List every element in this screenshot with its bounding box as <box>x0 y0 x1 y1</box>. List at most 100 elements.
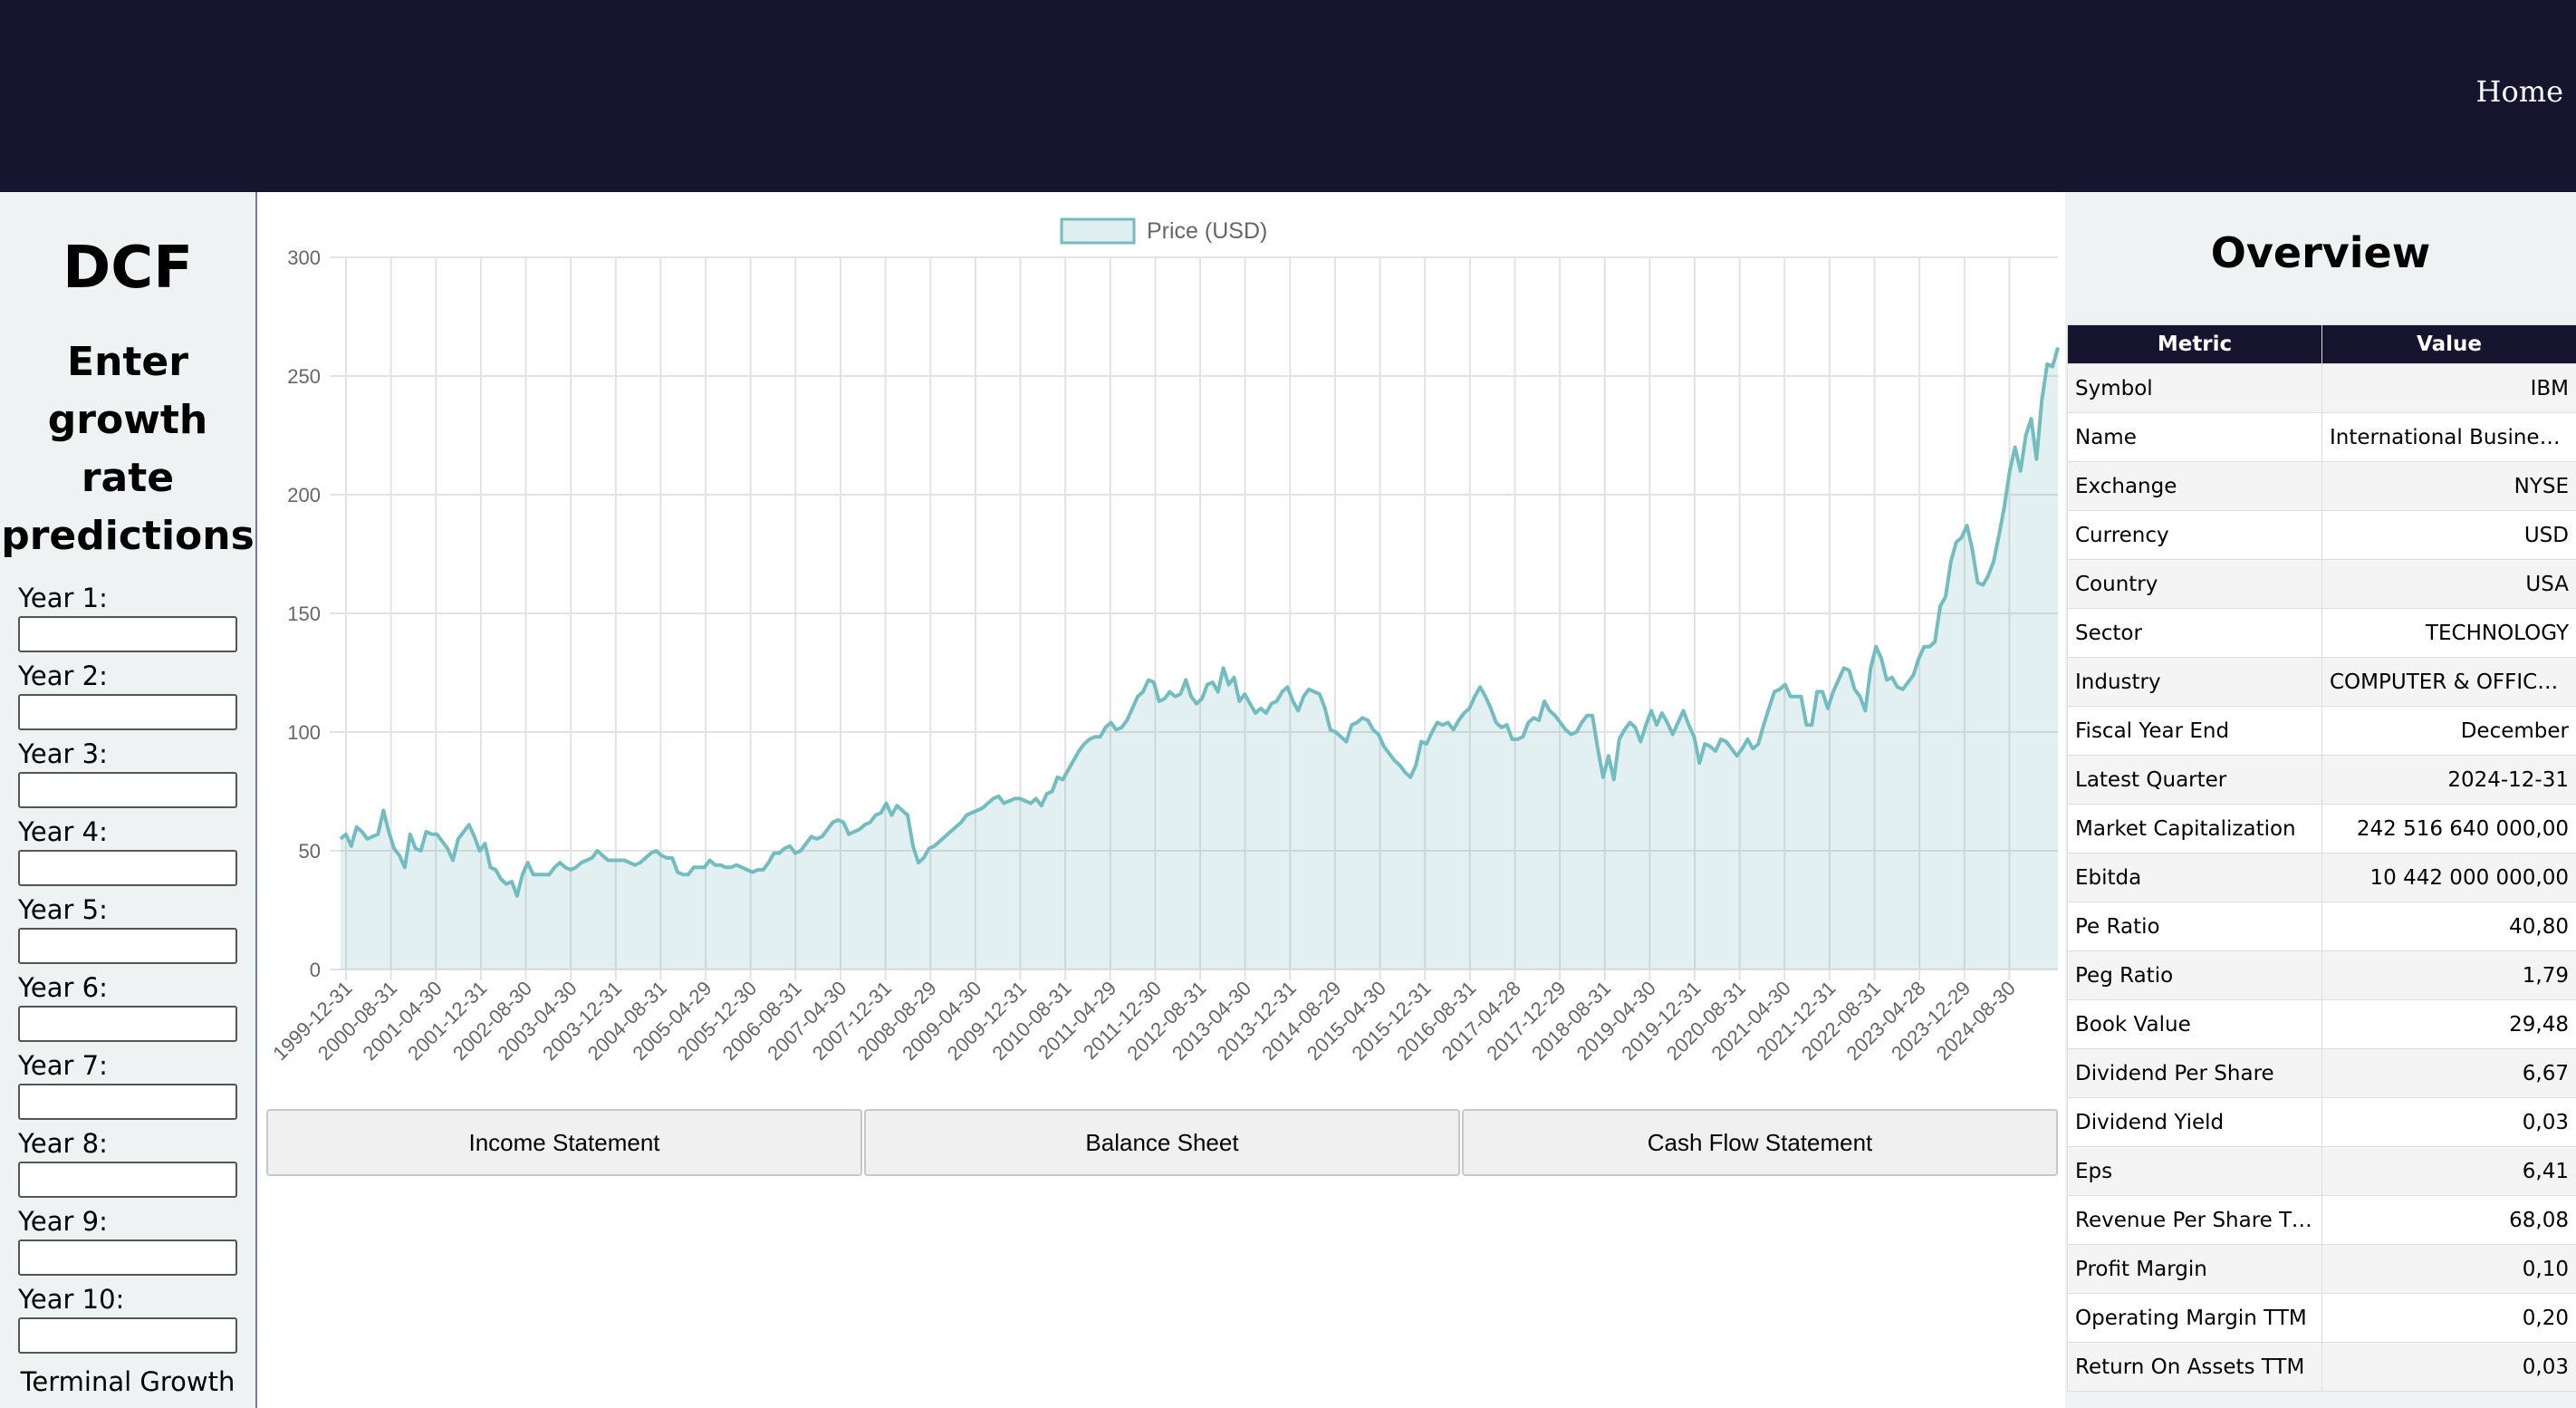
y-tick-label: 100 <box>287 721 321 744</box>
year-10-input[interactable] <box>18 1317 237 1354</box>
metric-value: 68,08 <box>2321 1195 2576 1245</box>
price-line <box>339 347 2060 898</box>
metric-name: Name <box>2067 412 2322 462</box>
legend-swatch <box>1060 217 1136 245</box>
year-group: Year 2: <box>18 658 255 730</box>
metric-name: Currency <box>2067 510 2322 560</box>
year-5-input[interactable] <box>18 928 237 964</box>
metric-name: Market Capitalization <box>2067 804 2322 853</box>
growth-rate-heading: Enter growth rate predictions <box>1 339 255 559</box>
metric-value: 0,20 <box>2321 1293 2576 1343</box>
metric-name: Ebitda <box>2067 853 2322 902</box>
metric-value: International Business Machines <box>2321 412 2576 462</box>
year-2-input[interactable] <box>18 694 237 730</box>
metric-name: Fiscal Year End <box>2067 706 2322 756</box>
metric-value: 0,03 <box>2321 1342 2576 1392</box>
table-row: Exchange NYSE <box>2067 461 2576 511</box>
year-9-input[interactable] <box>18 1239 237 1276</box>
year-6-input[interactable] <box>18 1006 237 1042</box>
metric-value: 1,79 <box>2321 950 2576 1000</box>
table-row: Book Value 29,48 <box>2067 999 2576 1049</box>
overview-panel: Overview Metric Value Symbol IBM Name Inter… <box>2065 192 2576 1408</box>
table-row: Dividend Yield 0,03 <box>2067 1097 2576 1147</box>
year-label: Year 8: <box>18 1128 108 1159</box>
chart-panel: 0 50 100 150 200 250 300 1999-12-31 2000-08-31 20… <box>259 192 2063 1408</box>
year-3-input[interactable] <box>18 772 237 808</box>
metric-value: 242 516 640 000,00 <box>2321 804 2576 853</box>
year-7-input[interactable] <box>18 1084 237 1120</box>
year-4-input[interactable] <box>18 850 237 886</box>
metric-value: 40,80 <box>2321 902 2576 951</box>
metric-column-header: Metric <box>2067 324 2322 364</box>
metric-value: December <box>2321 706 2576 756</box>
table-row: Country USA <box>2067 559 2576 609</box>
metric-value: 2024-12-31 <box>2321 755 2576 805</box>
y-tick-label: 200 <box>287 484 321 506</box>
metric-value: 10 442 000 000,00 <box>2321 853 2576 902</box>
metric-name: Return On Assets TTM <box>2067 1342 2322 1392</box>
legend-label: Price (USD) <box>1147 218 1267 244</box>
value-column-header: Value <box>2321 324 2576 364</box>
table-row: Latest Quarter 2024-12-31 <box>2067 755 2576 805</box>
metric-name: Country <box>2067 559 2322 609</box>
table-row: Dividend Per Share 6,67 <box>2067 1048 2576 1098</box>
y-tick-label: 300 <box>287 246 321 269</box>
table-row: Ebitda 10 442 000 000,00 <box>2067 853 2576 902</box>
year-inputs-list: Year 1: Year 2: Year 3: Year 4: Year 5: Year … <box>0 580 255 1354</box>
metric-name: Book Value <box>2067 999 2322 1049</box>
table-row: Eps 6,41 <box>2067 1146 2576 1196</box>
terminal-growth-label: Terminal Growth Rate: <box>20 1366 235 1408</box>
year-label: Year 3: <box>18 738 108 769</box>
metric-value: NYSE <box>2321 461 2576 511</box>
year-label: Year 6: <box>18 972 108 1003</box>
metric-name: Symbol <box>2067 363 2322 413</box>
metric-name: Pe Ratio <box>2067 902 2322 951</box>
year-1-input[interactable] <box>18 616 237 652</box>
income-statement-button[interactable]: Income Statement <box>266 1109 862 1176</box>
year-label: Year 1: <box>18 583 108 613</box>
dcf-title: DCF <box>62 235 193 302</box>
table-row: Return On Assets TTM 0,03 <box>2067 1342 2576 1392</box>
dcf-sidebar: DCF Enter growth rate predictions Year 1… <box>0 192 257 1408</box>
metric-value: COMPUTER & OFFICE EQUIPMENT <box>2321 657 2576 707</box>
metric-value: 6,41 <box>2321 1146 2576 1196</box>
cash-flow-statement-button[interactable]: Cash Flow Statement <box>1462 1109 2058 1176</box>
overview-title: Overview <box>2210 228 2431 277</box>
table-row: Operating Margin TTM 0,20 <box>2067 1293 2576 1343</box>
metric-name: Industry <box>2067 657 2322 707</box>
year-group: Year 4: <box>18 814 255 886</box>
metric-name: Operating Margin TTM <box>2067 1293 2322 1343</box>
year-group: Year 10: <box>18 1281 255 1354</box>
metric-value: TECHNOLOGY <box>2321 608 2576 658</box>
year-group: Year 3: <box>18 736 255 808</box>
metric-name: Exchange <box>2067 461 2322 511</box>
metrics-table: Metric Value Symbol IBM Name International … <box>2067 324 2576 1392</box>
year-label: Year 9: <box>18 1206 108 1237</box>
price-area <box>341 347 2058 970</box>
year-8-input[interactable] <box>18 1162 237 1198</box>
y-tick-label: 150 <box>287 603 321 625</box>
balance-sheet-button[interactable]: Balance Sheet <box>864 1109 1460 1176</box>
top-navbar: Home <box>0 0 2576 192</box>
metric-name: Dividend Per Share <box>2067 1048 2322 1098</box>
table-row: Revenue Per Share TTM 68,08 <box>2067 1195 2576 1245</box>
metric-value: 29,48 <box>2321 999 2576 1049</box>
year-label: Year 2: <box>18 661 108 691</box>
metric-name: Eps <box>2067 1146 2322 1196</box>
metric-name: Sector <box>2067 608 2322 658</box>
table-row: Sector TECHNOLOGY <box>2067 608 2576 658</box>
home-link[interactable]: Home <box>2475 74 2563 109</box>
table-row: Market Capitalization 242 516 640 000,00 <box>2067 804 2576 853</box>
year-label: Year 4: <box>18 816 108 847</box>
metric-value: 6,67 <box>2321 1048 2576 1098</box>
table-row: Symbol IBM <box>2067 363 2576 413</box>
y-tick-label: 250 <box>287 365 321 388</box>
year-group: Year 1: <box>18 580 255 652</box>
year-group: Year 6: <box>18 969 255 1042</box>
year-group: Year 8: <box>18 1125 255 1198</box>
metric-value: 0,03 <box>2321 1097 2576 1147</box>
year-group: Year 5: <box>18 892 255 964</box>
metric-name: Dividend Yield <box>2067 1097 2322 1147</box>
